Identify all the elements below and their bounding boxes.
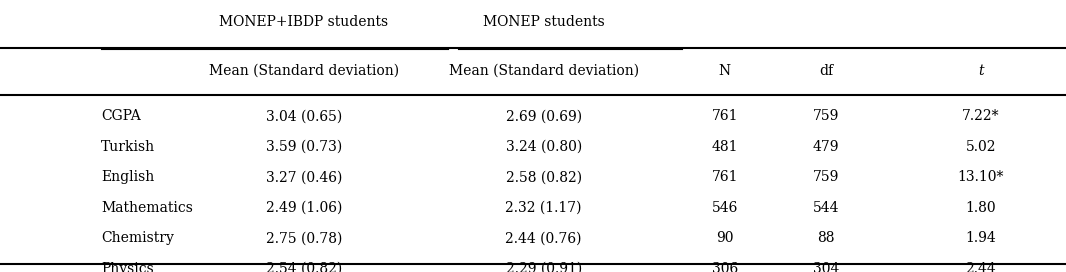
Text: 2.29 (0.91): 2.29 (0.91) — [505, 262, 582, 272]
Text: Physics: Physics — [101, 262, 154, 272]
Text: 5.02: 5.02 — [966, 140, 996, 154]
Text: 13.10*: 13.10* — [957, 170, 1004, 184]
Text: 90: 90 — [716, 231, 733, 245]
Text: 304: 304 — [813, 262, 839, 272]
Text: 3.27 (0.46): 3.27 (0.46) — [265, 170, 342, 184]
Text: 2.58 (0.82): 2.58 (0.82) — [505, 170, 582, 184]
Text: 2.32 (1.17): 2.32 (1.17) — [505, 201, 582, 215]
Text: Chemistry: Chemistry — [101, 231, 174, 245]
Text: MONEP students: MONEP students — [483, 15, 604, 29]
Text: CGPA: CGPA — [101, 109, 141, 123]
Text: 2.75 (0.78): 2.75 (0.78) — [265, 231, 342, 245]
Text: t: t — [978, 64, 984, 78]
Text: 3.04 (0.65): 3.04 (0.65) — [265, 109, 342, 123]
Text: English: English — [101, 170, 155, 184]
Text: 306: 306 — [712, 262, 738, 272]
Text: 2.54 (0.82): 2.54 (0.82) — [265, 262, 342, 272]
Text: MONEP+IBDP students: MONEP+IBDP students — [220, 15, 388, 29]
Text: 2.44: 2.44 — [966, 262, 996, 272]
Text: Turkish: Turkish — [101, 140, 156, 154]
Text: 7.22*: 7.22* — [962, 109, 1000, 123]
Text: 544: 544 — [813, 201, 839, 215]
Text: Mean (Standard deviation): Mean (Standard deviation) — [449, 64, 639, 78]
Text: 88: 88 — [818, 231, 835, 245]
Text: 2.49 (1.06): 2.49 (1.06) — [265, 201, 342, 215]
Text: 3.24 (0.80): 3.24 (0.80) — [505, 140, 582, 154]
Text: 2.69 (0.69): 2.69 (0.69) — [505, 109, 582, 123]
Text: 1.94: 1.94 — [966, 231, 996, 245]
Text: 759: 759 — [813, 170, 839, 184]
Text: 3.59 (0.73): 3.59 (0.73) — [265, 140, 342, 154]
Text: 759: 759 — [813, 109, 839, 123]
Text: N: N — [718, 64, 731, 78]
Text: 761: 761 — [712, 170, 738, 184]
Text: 1.80: 1.80 — [966, 201, 996, 215]
Text: 481: 481 — [712, 140, 738, 154]
Text: 761: 761 — [712, 109, 738, 123]
Text: 546: 546 — [712, 201, 738, 215]
Text: df: df — [819, 64, 834, 78]
Text: 479: 479 — [813, 140, 839, 154]
Text: Mathematics: Mathematics — [101, 201, 193, 215]
Text: 2.44 (0.76): 2.44 (0.76) — [505, 231, 582, 245]
Text: Mean (Standard deviation): Mean (Standard deviation) — [209, 64, 399, 78]
